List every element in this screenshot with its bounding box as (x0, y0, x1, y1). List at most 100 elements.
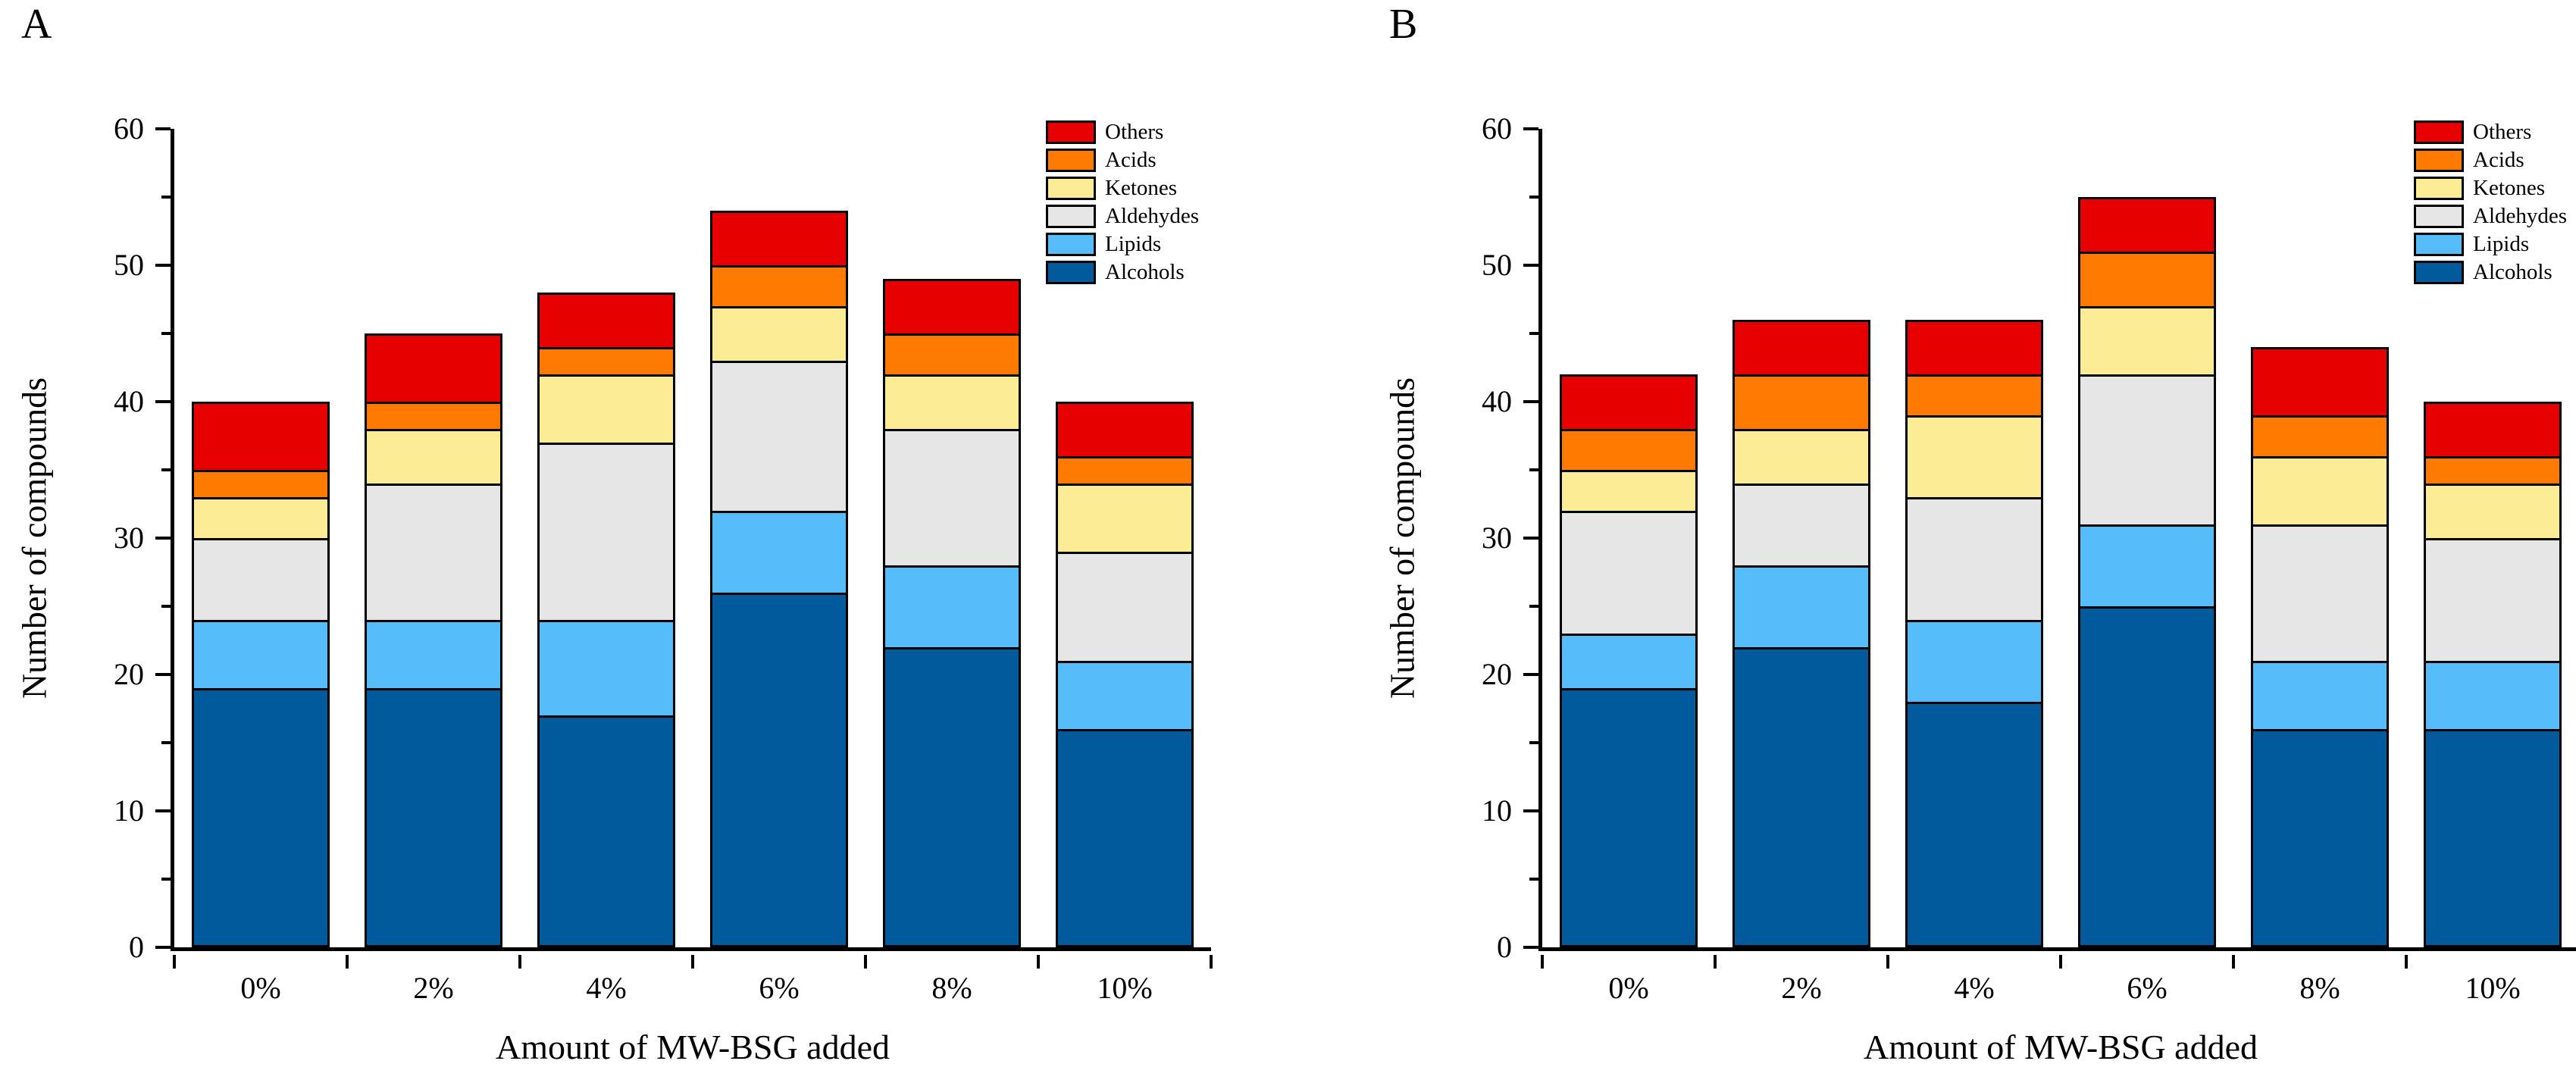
x-tick-label: 6% (2127, 971, 2168, 1005)
bar-segment-lipids-10% (1056, 661, 1194, 731)
bar-segment-lipids-0% (1560, 634, 1698, 690)
bar-segment-alcohols-6% (710, 593, 848, 947)
x-tick-label: 0% (1608, 971, 1649, 1005)
legend-swatch-acids (1046, 149, 1096, 172)
legend-swatch-alcohols (1046, 261, 1096, 284)
y-minor-tick (161, 605, 171, 608)
y-major-tick (1523, 809, 1538, 812)
bar-segment-ketones-4% (1905, 415, 2043, 499)
legend-label-ketones: Ketones (1105, 176, 1178, 200)
legend-swatch-lipids (1046, 233, 1096, 256)
x-tick (691, 955, 694, 969)
legend-item-lipids: Lipids (1046, 230, 1199, 258)
bar-segment-ketones-8% (883, 374, 1021, 431)
bar-segment-others-0% (192, 402, 330, 472)
legend-label-ketones: Ketones (2473, 176, 2546, 200)
y-major-tick (1523, 264, 1538, 267)
y-tick-label: 40 (114, 384, 144, 418)
bar-segment-others-4% (537, 293, 675, 349)
bar-segment-others-8% (883, 279, 1021, 336)
y-minor-tick (161, 468, 171, 471)
y-tick-label: 10 (114, 793, 144, 828)
x-tick-label: 10% (2465, 971, 2521, 1005)
y-tick-label: 60 (114, 111, 144, 146)
bar-segment-acids-4% (1905, 374, 2043, 418)
y-major-tick (1523, 537, 1538, 540)
x-axis-title: Amount of MW-BSG added (1863, 1028, 2258, 1066)
bar-segment-aldehydes-4% (1905, 497, 2043, 622)
x-tick-label: 2% (413, 971, 454, 1005)
legend-item-lipids: Lipids (2414, 230, 2567, 258)
legend-item-acids: Acids (2414, 146, 2567, 174)
x-tick (1541, 955, 1544, 969)
y-tick-label: 60 (1482, 111, 1512, 146)
y-major-tick (155, 400, 171, 403)
legend-item-acids: Acids (1046, 146, 1199, 174)
bar-segment-others-8% (2251, 347, 2389, 418)
bar-segment-aldehydes-8% (2251, 524, 2389, 663)
bar-segment-aldehydes-10% (1056, 552, 1194, 663)
legend: Others Acids Ketones Aldehydes Lipids Alcohol… (1046, 118, 1199, 286)
legend-label-aldehydes: Aldehydes (1105, 204, 1200, 228)
bar-segment-aldehydes-2% (365, 484, 502, 622)
y-minor-tick (1529, 332, 1538, 335)
y-minor-tick (161, 196, 171, 199)
x-tick (2232, 955, 2235, 969)
bar-segment-others-10% (2424, 402, 2562, 458)
x-tick-label: 4% (586, 971, 627, 1005)
legend-swatch-others (2414, 120, 2464, 144)
legend-label-acids: Acids (2473, 148, 2524, 172)
legend-label-lipids: Lipids (2473, 232, 2530, 256)
bar-segment-aldehydes-2% (1732, 484, 1870, 568)
y-major-tick (1523, 127, 1538, 130)
y-tick-label: 10 (1482, 793, 1512, 828)
legend-label-lipids: Lipids (1105, 232, 1162, 256)
bar-segment-aldehydes-10% (2424, 538, 2562, 663)
x-tick (1037, 955, 1040, 969)
y-major-tick (1523, 400, 1538, 403)
bar-segment-lipids-8% (883, 565, 1021, 649)
panel-b: B 0 10 20 30 40 50 60 0% 2% 4% 6% 8% 10% Amount of MW… (1368, 0, 2576, 1086)
bar-segment-aldehydes-4% (537, 443, 675, 622)
x-tick (864, 955, 867, 969)
y-tick-label: 20 (114, 657, 144, 691)
y-minor-tick (1529, 468, 1538, 471)
legend-item-ketones: Ketones (1046, 174, 1199, 202)
legend-swatch-lipids (2414, 233, 2464, 256)
bar-segment-alcohols-8% (883, 647, 1021, 947)
x-tick (1886, 955, 1889, 969)
bar-segment-aldehydes-0% (192, 538, 330, 622)
y-major-tick (1523, 946, 1538, 949)
x-tick (346, 955, 349, 969)
y-minor-tick (161, 878, 171, 881)
bar-segment-acids-2% (365, 402, 502, 431)
bar-segment-acids-0% (1560, 429, 1698, 472)
legend-item-alcohols: Alcohols (2414, 258, 2567, 286)
panel-a: A 0 10 20 30 40 50 60 0% 2% 4% 6% 8% 10% Amount of MW… (0, 0, 1258, 1086)
bar-segment-ketones-2% (365, 429, 502, 486)
bar-segment-acids-0% (192, 470, 330, 499)
x-tick-label: 8% (2299, 971, 2340, 1005)
legend-label-acids: Acids (1105, 148, 1157, 172)
bar-segment-aldehydes-6% (2078, 374, 2216, 527)
bar-segment-others-6% (710, 211, 848, 268)
bar-segment-alcohols-10% (2424, 729, 2562, 947)
bar-segment-acids-8% (2251, 415, 2389, 458)
x-tick-label: 0% (240, 971, 281, 1005)
x-axis-title: Amount of MW-BSG added (495, 1028, 890, 1066)
y-tick-label: 40 (1482, 384, 1512, 418)
legend-swatch-aldehydes (2414, 205, 2464, 228)
y-major-tick (155, 127, 171, 130)
bar-segment-ketones-6% (2078, 306, 2216, 377)
bar-segment-alcohols-4% (1905, 702, 2043, 947)
bar-segment-ketones-2% (1732, 429, 1870, 486)
bar-segment-others-4% (1905, 320, 2043, 377)
bar-segment-acids-6% (710, 265, 848, 308)
bar-segment-ketones-10% (1056, 484, 1194, 554)
y-axis-title: Number of compounds (1382, 377, 1422, 699)
bar-segment-lipids-0% (192, 620, 330, 690)
x-tick-label: 10% (1097, 971, 1153, 1005)
y-major-tick (155, 537, 171, 540)
x-tick-label: 6% (759, 971, 800, 1005)
